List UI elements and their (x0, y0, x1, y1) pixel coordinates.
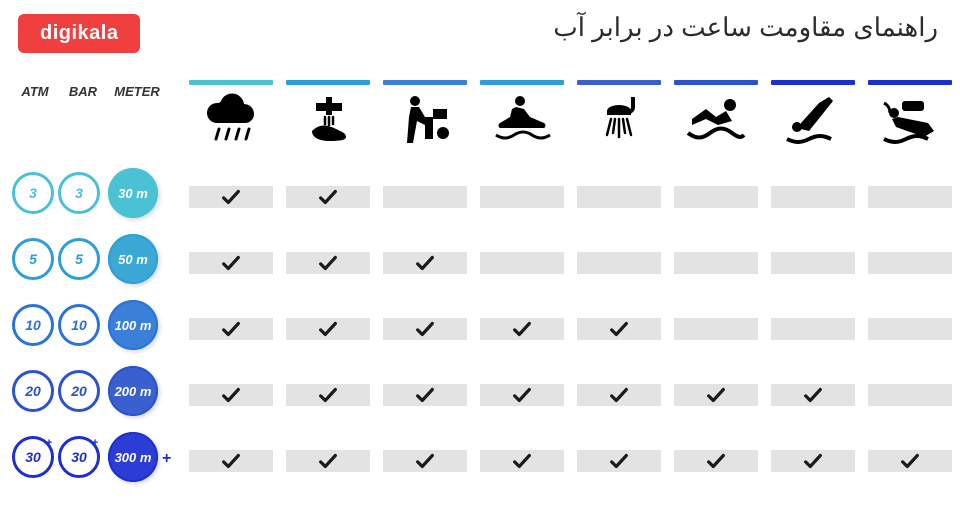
swimming-icon (686, 91, 746, 147)
icon-col-jetski (476, 80, 568, 147)
check-cell (577, 252, 661, 274)
scuba-icon (880, 91, 940, 147)
check-cell (189, 318, 273, 340)
badge-meter: 200 m (108, 366, 158, 416)
check-cell (577, 186, 661, 208)
check-cell (189, 186, 273, 208)
check-cell (868, 450, 952, 472)
icon-bar (868, 80, 952, 85)
icon-col-handwash (282, 80, 374, 147)
check-cell (577, 450, 661, 472)
check-cell (383, 252, 467, 274)
check-cell (674, 318, 758, 340)
badge-bar: 10 (58, 304, 100, 346)
icon-col-washing (379, 80, 471, 147)
icon-col-rain (185, 80, 277, 147)
check-cell (189, 384, 273, 406)
plus-icon: + (162, 450, 171, 468)
washing-icon (395, 91, 455, 147)
check-cell (868, 384, 952, 406)
header-bar: BAR (62, 84, 104, 99)
badge-atm: 30+ (12, 436, 54, 478)
badge-bar: 30+ (58, 436, 100, 478)
check-cell (577, 318, 661, 340)
page-title: راهنمای مقاومت ساعت در برابر آب (553, 12, 938, 43)
check-cell (577, 384, 661, 406)
shower-icon (589, 91, 649, 147)
badge-meter: 100 m (108, 300, 158, 350)
icon-bar (577, 80, 661, 85)
check-cell (868, 186, 952, 208)
check-cell (868, 318, 952, 340)
icon-bar (771, 80, 855, 85)
check-cell (480, 252, 564, 274)
check-cell (480, 384, 564, 406)
badge-bar: 3 (58, 172, 100, 214)
badge-meter: 300 m (108, 432, 158, 482)
check-cell (480, 318, 564, 340)
check-cell (286, 318, 370, 340)
check-cell (771, 186, 855, 208)
check-cell (480, 186, 564, 208)
badge-bar: 20 (58, 370, 100, 412)
check-cell (286, 450, 370, 472)
check-cell (771, 384, 855, 406)
badge-bar: 5 (58, 238, 100, 280)
check-cell (674, 384, 758, 406)
icon-bar (383, 80, 467, 85)
icon-col-diving (767, 80, 859, 147)
badge-meter: 50 m (108, 234, 158, 284)
header-meter: METER (112, 84, 162, 99)
badge-atm: 20 (12, 370, 54, 412)
icon-bar (480, 80, 564, 85)
check-cell (383, 186, 467, 208)
check-cell (383, 318, 467, 340)
icon-col-swimming (670, 80, 762, 147)
check-cell (286, 384, 370, 406)
icon-bar (189, 80, 273, 85)
check-cell (674, 186, 758, 208)
check-cell (771, 318, 855, 340)
tap-hand-icon (298, 91, 358, 147)
check-cell (480, 450, 564, 472)
check-cell (771, 252, 855, 274)
check-cell (286, 252, 370, 274)
check-cell (674, 450, 758, 472)
check-cell (383, 384, 467, 406)
diving-icon (783, 91, 843, 147)
icon-col-scuba (864, 80, 956, 147)
check-cell (189, 450, 273, 472)
check-cell (189, 252, 273, 274)
check-cell (674, 252, 758, 274)
icon-bar (286, 80, 370, 85)
brand-logo: digikala (18, 14, 140, 53)
check-cell (383, 450, 467, 472)
badge-atm: 5 (12, 238, 54, 280)
header-atm: ATM (14, 84, 56, 99)
check-cell (868, 252, 952, 274)
badge-atm: 3 (12, 172, 54, 214)
jetski-icon (492, 91, 552, 147)
badge-atm: 10 (12, 304, 54, 346)
icon-bar (674, 80, 758, 85)
icon-col-shower (573, 80, 665, 147)
check-cell (286, 186, 370, 208)
badge-meter: 30 m (108, 168, 158, 218)
check-cell (771, 450, 855, 472)
rain-icon (201, 91, 261, 147)
